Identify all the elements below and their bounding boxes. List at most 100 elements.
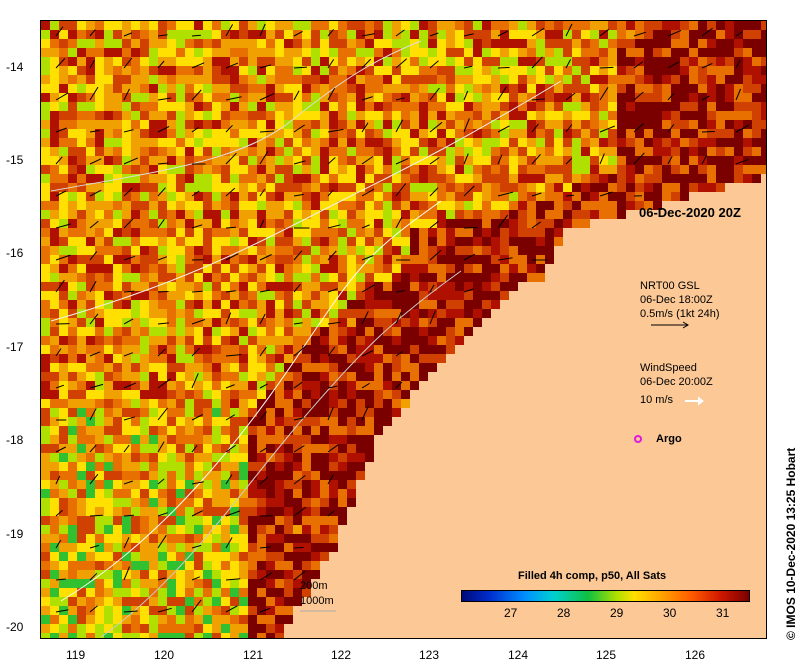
sst-cell [122,156,131,165]
sst-cell [680,165,689,174]
sst-cell [338,291,347,300]
sst-cell [104,147,113,156]
sst-cell [284,615,293,624]
sst-cell [311,426,320,435]
current-arrow [191,224,203,229]
sst-cell [275,84,284,93]
sst-cell [257,192,266,201]
sst-cell [518,84,527,93]
sst-cell [347,138,356,147]
sst-cell [104,228,113,237]
sst-cell [221,372,230,381]
sst-cell [104,201,113,210]
sst-cell [104,354,113,363]
sst-cell [383,165,392,174]
sst-cell [140,390,149,399]
sst-cell [158,201,167,210]
current-arrow [225,24,234,37]
sst-cell [203,444,212,453]
sst-cell [59,372,68,381]
sst-cell [293,417,302,426]
sst-cell [419,147,428,156]
sst-cell [329,417,338,426]
sst-cell [626,48,635,57]
sst-cell [50,66,59,75]
sst-cell [320,264,329,273]
sst-cell [77,120,86,129]
sst-cell [167,210,176,219]
sst-cell [401,57,410,66]
sst-cell [302,282,311,291]
sst-cell [257,48,266,57]
sst-cell [248,525,257,534]
sst-cell [221,147,230,156]
sst-cell [302,147,311,156]
sst-cell [734,93,743,102]
current-arrow [361,188,375,197]
sst-cell [329,66,338,75]
sst-cell [230,633,239,638]
sst-cell [293,120,302,129]
sst-cell [239,255,248,264]
sst-cell [590,129,599,138]
sst-cell [437,84,446,93]
sst-cell [464,120,473,129]
sst-cell [284,597,293,606]
sst-cell [401,318,410,327]
current-arrow [191,373,199,389]
sst-cell [302,291,311,300]
sst-cell [131,633,140,638]
sst-cell [374,201,383,210]
sst-cell [104,624,113,633]
sst-cell [563,48,572,57]
sst-cell [221,597,230,606]
current-arrow [701,27,713,37]
sst-cell [131,534,140,543]
sst-cell [707,102,716,111]
sst-cell [167,561,176,570]
sst-cell [221,462,230,471]
sst-cell [59,30,68,39]
sst-cell [266,552,275,561]
sst-cell [86,408,95,417]
sst-cell [194,363,203,372]
sst-cell [212,624,221,633]
sst-cell [284,579,293,588]
sst-cell [230,381,239,390]
current-arrow [123,157,139,165]
sst-cell [284,408,293,417]
sst-cell [257,561,266,570]
sst-cell [68,246,77,255]
sst-cell [212,534,221,543]
sst-cell [221,255,230,264]
sst-cell [365,129,374,138]
sst-cell [50,525,59,534]
sst-cell [446,300,455,309]
sst-cell [311,525,320,534]
sst-cell [545,75,554,84]
sst-cell [734,102,743,111]
sst-cell [77,165,86,174]
sst-cell [527,75,536,84]
sst-cell [482,102,491,111]
lon-tick: 119 [66,648,86,662]
sst-cell [149,507,158,516]
sst-cell [329,183,338,192]
sst-cell [59,543,68,552]
sst-cell [86,201,95,210]
current-arrow [463,153,469,165]
sst-cell [203,219,212,228]
sst-cell [194,84,203,93]
sst-cell [203,102,212,111]
sst-cell [275,201,284,210]
sst-cell [131,453,140,462]
sst-cell [320,192,329,201]
sst-cell [689,93,698,102]
sst-cell [653,48,662,57]
sst-cell [149,588,158,597]
sst-cell [275,552,284,561]
sst-cell [59,165,68,174]
current-arrow [55,223,72,229]
sst-cell [734,129,743,138]
sst-cell [509,183,518,192]
